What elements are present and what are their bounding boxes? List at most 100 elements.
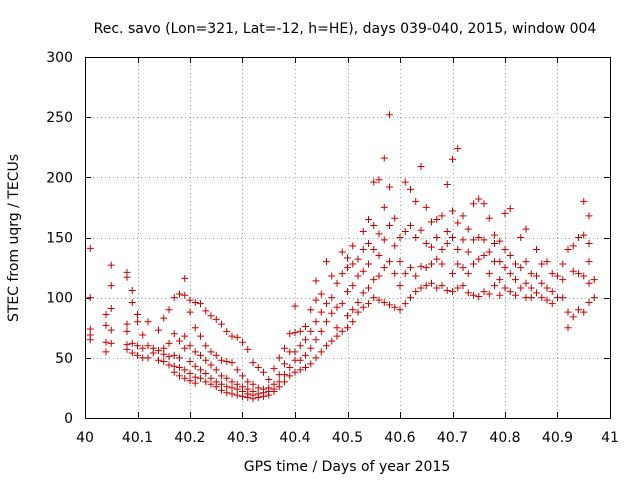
x-tick-label: 40.8 [489,430,520,446]
data-point [559,294,567,302]
data-point [407,264,414,272]
data-point [517,264,525,272]
data-point [302,336,309,344]
data-point [307,344,315,352]
data-point [527,284,535,292]
data-point [281,378,288,386]
data-point [527,270,535,278]
data-point [186,308,194,316]
data-point [438,246,446,254]
data-point [296,366,304,374]
data-point [160,350,168,358]
y-tick-label: 50 [55,351,73,367]
data-point [375,230,383,238]
data-point [160,314,168,322]
data-point [181,291,189,299]
data-point [323,342,330,350]
data-point [417,226,425,234]
data-point [333,279,341,287]
data-point [296,327,304,335]
data-point [401,178,409,186]
data-point [480,236,488,244]
data-point [391,270,399,278]
data-point [233,333,241,341]
data-point [228,378,236,386]
data-point [254,394,262,402]
data-point [228,390,236,398]
data-point [454,219,462,227]
data-point [181,374,189,382]
data-point [564,324,572,332]
data-point [212,366,220,374]
data-point [443,227,451,235]
data-point [580,231,588,239]
data-point [517,284,525,292]
data-point [176,354,183,362]
data-point [365,240,372,248]
data-point [102,348,110,356]
x-tick-label: 40 [76,430,94,446]
data-point [128,349,136,357]
data-point [317,327,325,335]
data-point [470,236,477,244]
data-point [312,354,320,362]
data-point [134,351,141,359]
data-point [365,284,372,292]
data-point [254,384,262,392]
data-point [554,272,561,280]
data-point [412,197,420,205]
x-tick-label: 41 [601,430,619,446]
data-point [396,234,404,241]
data-point [176,290,183,298]
x-tick-label: 40.3 [227,430,258,446]
data-point [459,212,467,220]
data-point [338,270,346,278]
data-point [296,342,304,350]
data-point [491,282,498,290]
axis-ticks: 40 40.1 40.2 40.3 40.4 40.5 40.6 40.7 40.8 40.9 41… [46,50,619,446]
data-point [438,212,446,220]
data-point [580,272,588,280]
data-point [386,301,393,309]
data-point [380,264,388,272]
y-tick-label: 200 [46,170,73,186]
data-point [349,318,357,326]
data-point [459,236,467,244]
data-point [454,144,462,152]
data-point [239,392,246,400]
data-point [191,298,199,306]
data-point [543,258,551,266]
data-point [496,258,504,266]
data-point [522,279,530,287]
data-point [270,388,278,396]
data-point [338,327,346,335]
data-point [375,252,383,260]
data-point [401,270,409,278]
data-point [197,374,204,382]
data-point [323,300,330,308]
data-point [176,363,183,371]
data-point [275,383,283,391]
data-point [569,267,577,275]
data-point [291,329,299,337]
data-point [170,362,178,370]
data-point [585,212,593,220]
data-point [501,284,509,292]
data-point [165,353,173,361]
data-point [239,372,246,380]
data-point [212,315,220,323]
data-point [359,267,367,275]
data-point [181,332,189,340]
data-point [433,255,441,263]
data-point [223,374,231,382]
data-point [475,292,483,300]
data-point [380,203,388,211]
data-point [244,345,252,353]
data-point [191,362,199,370]
data-point [391,242,399,250]
data-point [585,279,593,287]
data-point [412,272,420,280]
data-point [155,347,162,355]
data-point [470,260,477,268]
data-point [407,221,414,229]
